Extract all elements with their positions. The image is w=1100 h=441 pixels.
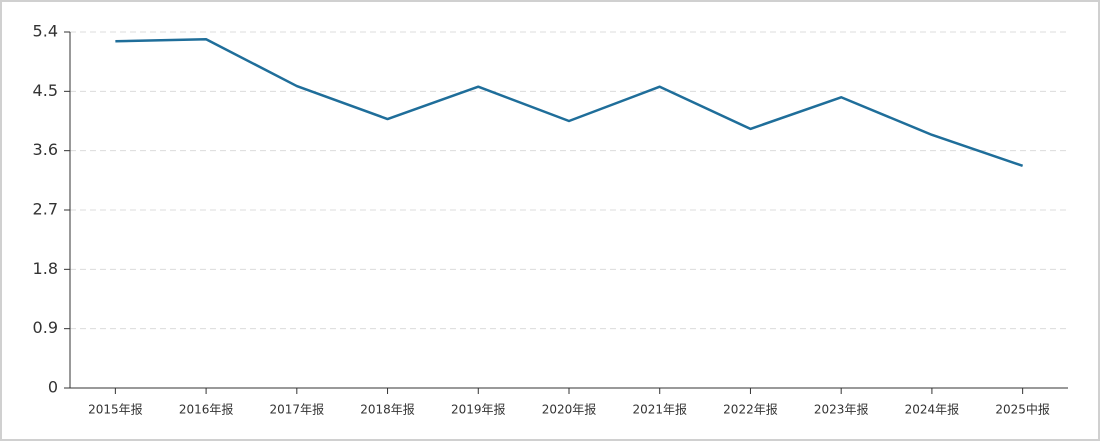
x-tick-label: 2016年报 [179, 402, 234, 417]
y-tick-label: 4.5 [33, 81, 58, 100]
x-tick-label: 2021年报 [632, 402, 687, 417]
series-line [115, 38, 1024, 168]
x-tick-label: 2023年报 [814, 402, 869, 417]
x-tick-label: 2017年报 [270, 402, 325, 417]
x-tick-label: 2025中报 [995, 402, 1050, 417]
y-tick-label: 0.9 [33, 318, 58, 337]
x-tick-label: 2024年报 [905, 402, 960, 417]
y-tick-label: 0 [48, 378, 58, 397]
y-tick-label: 2.7 [33, 200, 58, 219]
x-tick-label: 2019年报 [451, 402, 506, 417]
x-tick-label: 2015年报 [88, 402, 143, 417]
x-tick-label: 2018年报 [360, 402, 415, 417]
x-tick-label: 2020年报 [542, 402, 597, 417]
y-tick-label: 5.4 [33, 22, 58, 41]
y-tick-label: 3.6 [33, 140, 58, 159]
x-tick-label: 2022年报 [723, 402, 778, 417]
y-tick-label: 1.8 [33, 259, 58, 278]
